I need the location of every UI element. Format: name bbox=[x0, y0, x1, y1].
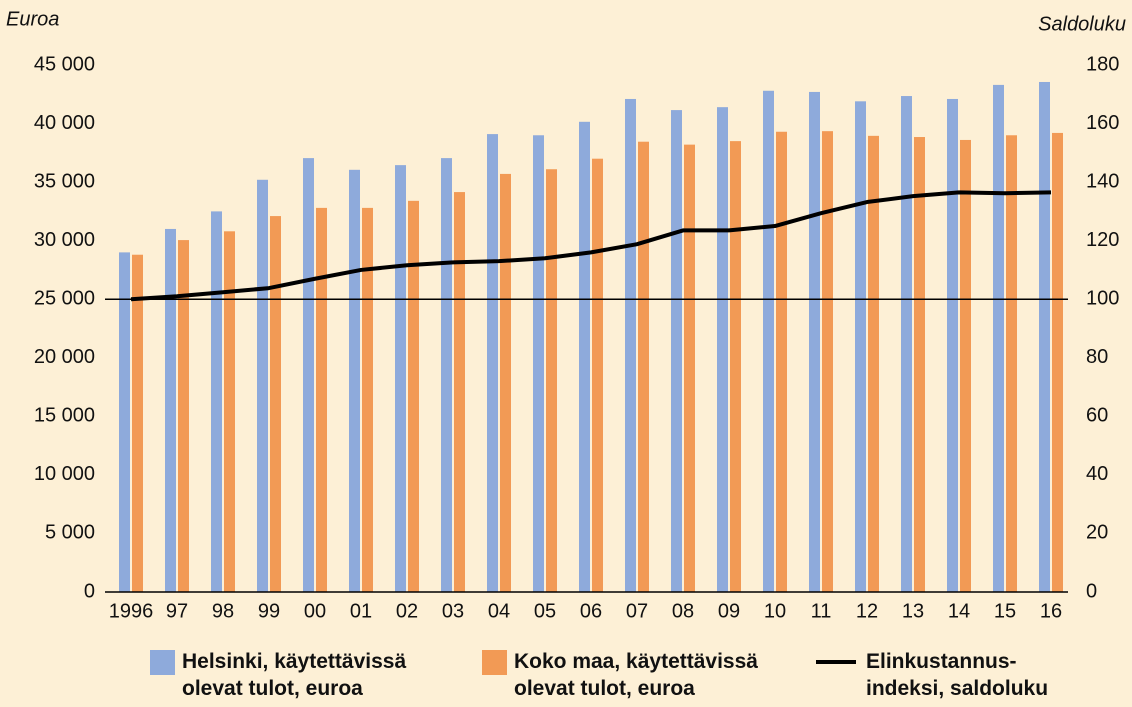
x-tick-label: 11 bbox=[811, 600, 832, 622]
bar bbox=[868, 135, 879, 592]
bar bbox=[579, 121, 590, 592]
bar bbox=[947, 98, 958, 592]
bar bbox=[224, 231, 235, 592]
legend-swatch bbox=[482, 650, 507, 675]
y-tick-label: 15 000 bbox=[34, 405, 95, 427]
y2-tick-label: 140 bbox=[1086, 170, 1119, 192]
legend-label: Koko maa, käytettävissä olevat tulot, eu… bbox=[514, 650, 758, 700]
bar bbox=[901, 96, 912, 592]
y2-tick-label: 80 bbox=[1086, 346, 1108, 368]
bar bbox=[132, 254, 143, 592]
x-tick-label: 03 bbox=[442, 600, 464, 622]
y2-tick-label: 100 bbox=[1086, 288, 1119, 310]
x-tick-label: 07 bbox=[626, 600, 648, 622]
bar bbox=[625, 98, 636, 592]
x-tick-label: 08 bbox=[672, 600, 694, 622]
y2-tick-label: 40 bbox=[1086, 463, 1108, 485]
bar bbox=[1006, 135, 1017, 592]
bar bbox=[303, 158, 314, 592]
bar bbox=[592, 158, 603, 592]
bar bbox=[211, 211, 222, 592]
bar bbox=[533, 135, 544, 592]
y-tick-label: 40 000 bbox=[34, 112, 95, 134]
bar bbox=[546, 169, 557, 592]
x-tick-label: 16 bbox=[1040, 600, 1062, 622]
bar bbox=[855, 101, 866, 592]
bar bbox=[763, 90, 774, 593]
y-tick-label: 35 000 bbox=[34, 170, 95, 192]
bar bbox=[487, 134, 498, 592]
x-tick-label: 02 bbox=[396, 600, 418, 622]
legend-label: Elinkustannus- indeksi, saldoluku bbox=[866, 650, 1049, 700]
bar bbox=[165, 228, 176, 592]
x-tick-label: 05 bbox=[534, 600, 556, 622]
bar bbox=[1039, 81, 1050, 592]
x-tick-label: 1996 bbox=[109, 600, 154, 622]
y-tick-label: 20 000 bbox=[34, 346, 95, 368]
x-tick-label: 99 bbox=[258, 600, 280, 622]
legend-label: Helsinki, käytettävissä olevat tulot, eu… bbox=[182, 650, 407, 700]
bar bbox=[671, 110, 682, 593]
bar bbox=[638, 141, 649, 593]
bar bbox=[316, 207, 327, 592]
bar bbox=[1052, 132, 1063, 592]
y2-tick-label: 160 bbox=[1086, 112, 1119, 134]
line-series bbox=[130, 190, 1052, 302]
bar bbox=[119, 252, 130, 592]
bar bbox=[257, 179, 268, 592]
bar bbox=[454, 192, 465, 592]
bar bbox=[822, 131, 833, 592]
bar bbox=[684, 144, 695, 592]
bar bbox=[960, 139, 971, 592]
bar bbox=[408, 200, 419, 593]
x-tick-label: 10 bbox=[764, 600, 786, 622]
bar bbox=[178, 240, 189, 592]
bar bbox=[349, 169, 360, 592]
legend-swatch bbox=[150, 650, 175, 675]
x-tick-label: 14 bbox=[948, 600, 970, 622]
y2-tick-label: 0 bbox=[1086, 580, 1097, 602]
bar bbox=[270, 216, 281, 592]
x-tick-label: 01 bbox=[350, 600, 372, 622]
bar bbox=[362, 207, 373, 592]
bar bbox=[993, 84, 1004, 593]
y2-tick-label: 120 bbox=[1086, 229, 1119, 251]
y2-tick-label: 20 bbox=[1086, 522, 1108, 544]
y2-tick-label: 180 bbox=[1086, 53, 1119, 75]
y2-tick-label: 60 bbox=[1086, 405, 1108, 427]
bar bbox=[776, 131, 787, 592]
x-tick-label: 98 bbox=[212, 600, 234, 622]
bar bbox=[395, 165, 406, 592]
x-tick-label: 06 bbox=[580, 600, 602, 622]
x-tick-label: 97 bbox=[166, 600, 188, 622]
y-tick-label: 30 000 bbox=[34, 229, 95, 251]
y2-axis-label: Saldoluku bbox=[1038, 13, 1126, 35]
legend-swatch bbox=[816, 660, 856, 664]
y-tick-label: 45 000 bbox=[34, 53, 95, 75]
x-tick-label: 15 bbox=[994, 600, 1016, 622]
bar bbox=[441, 158, 452, 592]
y-axis-label: Euroa bbox=[6, 8, 59, 30]
bar bbox=[914, 137, 925, 593]
y-tick-label: 25 000 bbox=[34, 288, 95, 310]
x-tick-label: 13 bbox=[902, 600, 924, 622]
y-tick-label: 5 000 bbox=[45, 522, 95, 544]
y-tick-label: 10 000 bbox=[34, 463, 95, 485]
x-tick-label: 09 bbox=[718, 600, 740, 622]
x-tick-label: 12 bbox=[856, 600, 878, 622]
bar bbox=[500, 173, 511, 592]
x-tick-label: 00 bbox=[304, 600, 326, 622]
y-tick-label: 0 bbox=[84, 580, 95, 602]
x-tick-label: 04 bbox=[488, 600, 510, 622]
bar bbox=[809, 91, 820, 593]
bar bbox=[717, 107, 728, 592]
bar bbox=[730, 141, 741, 592]
